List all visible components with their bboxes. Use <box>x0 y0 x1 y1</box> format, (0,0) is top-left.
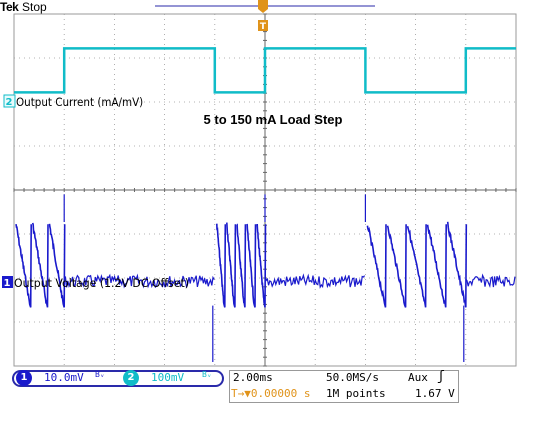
ch1-ripple-tooth <box>216 223 227 308</box>
brand-logo: Tek <box>0 0 19 14</box>
ch1-ground-marker-icon: 1 <box>2 276 13 289</box>
ch1-output-voltage-trace <box>15 194 516 362</box>
acquisition-state: Stop <box>22 0 47 14</box>
timebase: 2.00ms <box>233 371 273 384</box>
ch1-ripple-tooth <box>366 224 387 308</box>
ch2-badge[interactable]: 2 <box>123 370 139 386</box>
svg-text:2: 2 <box>6 97 13 108</box>
ch1-noise-segment <box>63 273 215 289</box>
sample-rate: 50.0MS/s <box>326 371 379 384</box>
trigger-source: Aux <box>408 371 428 384</box>
ch2-series-label: Output Current (mA/mV) <box>16 95 143 109</box>
ch2-output-current-trace <box>14 47 516 94</box>
ch1-ripple-tooth <box>256 223 267 308</box>
ch1-ripple-tooth <box>246 223 257 308</box>
ch1-scale: 10.0mV <box>44 371 84 384</box>
trigger-level: 1.67 V <box>415 387 455 400</box>
ch1-ripple-tooth <box>406 224 427 308</box>
ch1-ripple-tooth <box>236 223 247 308</box>
record-length: 1M points <box>326 387 386 400</box>
ch1-ripple-tooth <box>31 222 49 308</box>
ch2-scale: 100mV <box>151 371 185 384</box>
ch1-ripple-tooth <box>48 223 66 308</box>
channel-readout-box <box>12 370 224 387</box>
ch1-ripple-tooth <box>226 222 237 308</box>
svg-text:T: T <box>260 22 267 32</box>
status-bar: 1 10.0mV Bᵥ 2 100mV Bᵥ 2.00ms 50.0MS/s A… <box>0 368 533 421</box>
trigger-position: T→▼0.00000 s <box>231 387 311 400</box>
ch2-bandwidth-icon: Bᵥ <box>202 370 212 379</box>
ch1-bandwidth-icon: Bᵥ <box>95 370 105 379</box>
ch2-series-line <box>14 47 516 94</box>
ch1-ripple-tooth <box>15 223 32 308</box>
svg-text:1: 1 <box>4 278 11 289</box>
ch1-series-label: Output Voltage (1.2V DC Offset) <box>14 276 189 290</box>
ch2-ground-marker-icon: 2 <box>3 94 16 108</box>
trigger-slope-icon: ʃ <box>437 369 445 384</box>
ch1-ripple-tooth <box>426 224 447 308</box>
ch1-ripple-tooth <box>386 224 407 308</box>
ch1-ripple-tooth <box>446 221 468 308</box>
trigger-marker-icon: T <box>258 0 268 32</box>
timebase-readout-box <box>229 370 459 403</box>
ch1-badge[interactable]: 1 <box>16 370 32 386</box>
chart-annotation: 5 to 150 mA Load Step <box>204 112 343 127</box>
ch1-noise-segment <box>264 273 366 289</box>
ch1-noise-segment <box>465 273 516 288</box>
